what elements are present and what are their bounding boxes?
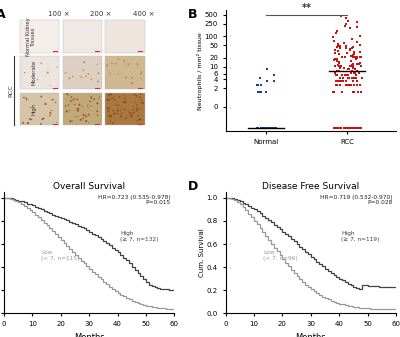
Point bbox=[80, 68, 86, 73]
Point bbox=[70, 98, 76, 103]
Point bbox=[85, 112, 92, 117]
Point bbox=[332, 83, 339, 88]
Point bbox=[350, 64, 356, 69]
Point bbox=[109, 61, 115, 66]
Point bbox=[352, 75, 359, 80]
Bar bbox=[106, 56, 145, 89]
Point bbox=[269, 126, 276, 131]
Point bbox=[111, 111, 117, 117]
Point bbox=[266, 126, 272, 131]
Point bbox=[339, 72, 346, 78]
Point bbox=[47, 113, 53, 118]
Point bbox=[75, 108, 81, 113]
Point bbox=[334, 72, 340, 78]
Point bbox=[262, 90, 269, 95]
Point bbox=[333, 30, 339, 35]
Point bbox=[357, 126, 363, 131]
Point bbox=[136, 106, 142, 112]
Point bbox=[135, 121, 142, 127]
Point bbox=[331, 126, 337, 131]
Text: HR=0.719 (0.532-0.970)
P=0.028: HR=0.719 (0.532-0.970) P=0.028 bbox=[320, 194, 392, 205]
Point bbox=[70, 74, 76, 79]
Point bbox=[347, 64, 354, 69]
Point bbox=[62, 103, 69, 109]
Text: 100 ×: 100 × bbox=[48, 11, 69, 17]
Point bbox=[346, 66, 352, 72]
Point bbox=[125, 62, 132, 67]
Point bbox=[269, 126, 275, 131]
Point bbox=[268, 126, 275, 131]
Point bbox=[355, 90, 362, 95]
Point bbox=[356, 126, 363, 131]
Point bbox=[67, 119, 74, 124]
Point bbox=[85, 120, 92, 126]
Title: Disease Free Survival: Disease Free Survival bbox=[262, 182, 360, 191]
Point bbox=[74, 114, 81, 120]
Text: Normal Kidney
Tissues: Normal Kidney Tissues bbox=[26, 17, 36, 56]
Point bbox=[21, 95, 27, 100]
Point bbox=[72, 102, 78, 107]
Point bbox=[257, 126, 264, 131]
Point bbox=[66, 92, 72, 98]
Point bbox=[344, 18, 351, 23]
Bar bbox=[20, 56, 59, 89]
Point bbox=[351, 70, 357, 75]
Text: HR=0.723 (0.535-0.978)
P=0.015: HR=0.723 (0.535-0.978) P=0.015 bbox=[98, 194, 171, 205]
Point bbox=[34, 77, 41, 82]
Point bbox=[332, 51, 338, 56]
Point bbox=[334, 28, 340, 33]
Point bbox=[349, 68, 355, 73]
Point bbox=[106, 106, 112, 111]
Point bbox=[129, 75, 135, 81]
Point bbox=[114, 108, 121, 113]
Point bbox=[337, 43, 343, 49]
Text: Moderate: Moderate bbox=[31, 60, 36, 85]
Point bbox=[346, 46, 353, 52]
Point bbox=[350, 52, 357, 57]
Point bbox=[94, 109, 100, 114]
Point bbox=[334, 44, 340, 49]
Point bbox=[112, 102, 119, 107]
Point bbox=[254, 126, 260, 131]
Point bbox=[48, 108, 55, 114]
Point bbox=[106, 97, 112, 103]
Point bbox=[349, 62, 355, 68]
Point bbox=[358, 75, 365, 80]
Point bbox=[348, 58, 354, 64]
Point bbox=[348, 126, 354, 131]
Point bbox=[356, 83, 363, 88]
Point bbox=[259, 126, 266, 131]
Point bbox=[138, 76, 144, 81]
Point bbox=[350, 65, 356, 70]
Point bbox=[110, 121, 116, 126]
Point bbox=[334, 56, 340, 61]
Point bbox=[336, 60, 342, 66]
Point bbox=[354, 83, 360, 88]
Point bbox=[346, 47, 353, 52]
Text: 200 ×: 200 × bbox=[90, 11, 112, 17]
Point bbox=[263, 126, 269, 131]
Bar bbox=[63, 20, 102, 53]
Point bbox=[332, 78, 339, 84]
Point bbox=[330, 58, 337, 63]
Point bbox=[340, 78, 346, 84]
Point bbox=[74, 97, 81, 102]
Point bbox=[357, 49, 363, 55]
Point bbox=[332, 126, 338, 131]
Point bbox=[331, 90, 337, 95]
Point bbox=[343, 78, 350, 84]
Point bbox=[134, 93, 140, 99]
Point bbox=[258, 126, 264, 131]
Point bbox=[334, 126, 340, 131]
Point bbox=[352, 66, 358, 72]
Point bbox=[357, 60, 364, 66]
Point bbox=[253, 83, 260, 88]
Point bbox=[336, 59, 343, 65]
Point bbox=[255, 126, 262, 131]
Point bbox=[130, 110, 137, 116]
Point bbox=[130, 104, 137, 110]
Point bbox=[335, 68, 342, 73]
Point bbox=[354, 68, 361, 73]
Point bbox=[49, 97, 56, 102]
Y-axis label: Cum. Survival: Cum. Survival bbox=[199, 228, 205, 277]
